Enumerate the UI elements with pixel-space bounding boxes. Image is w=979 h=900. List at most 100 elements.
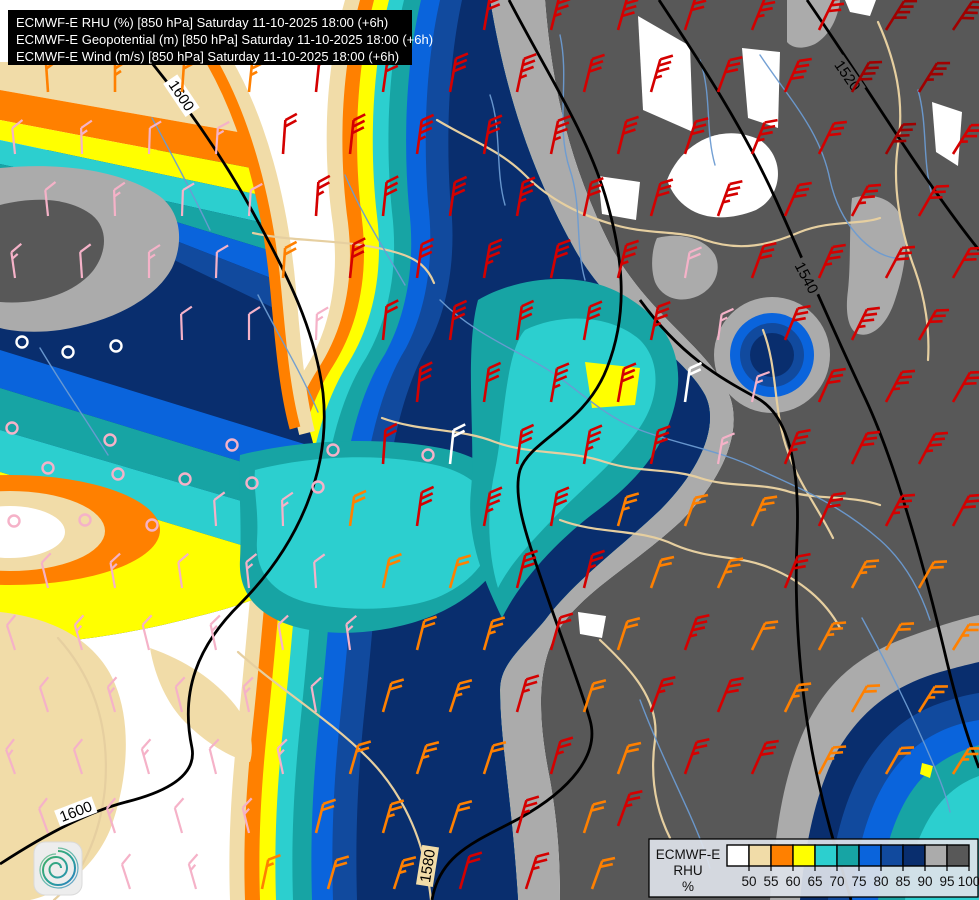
legend-tick-label: 95 bbox=[939, 874, 954, 889]
wind-barb bbox=[448, 423, 466, 465]
legend-swatch bbox=[902, 844, 926, 867]
wind-barb bbox=[582, 53, 606, 93]
wind-barb bbox=[415, 485, 435, 527]
wind-barb bbox=[140, 738, 152, 775]
core-yellow bbox=[585, 362, 640, 408]
wind-barb bbox=[314, 306, 329, 341]
wind-barb bbox=[616, 616, 641, 651]
coast-tan bbox=[150, 648, 252, 762]
wind-barb bbox=[884, 245, 916, 279]
calm-wind-circle bbox=[145, 518, 159, 532]
wind-barb bbox=[884, 122, 917, 155]
calm-wind-circle bbox=[61, 345, 75, 359]
wind-barb bbox=[515, 176, 536, 217]
dry-patch bbox=[598, 176, 640, 220]
wind-barb bbox=[276, 738, 288, 775]
svg-text:1580: 1580 bbox=[417, 848, 439, 884]
wind-barb bbox=[72, 738, 84, 775]
wind-barb bbox=[314, 174, 331, 217]
calm-wind-circle bbox=[109, 339, 123, 353]
legend-unit: % bbox=[682, 879, 694, 894]
calm-wind-circle bbox=[178, 472, 192, 486]
wind-barb bbox=[783, 428, 811, 465]
wind-barb bbox=[482, 740, 507, 775]
wind-barb bbox=[515, 423, 535, 465]
wind-barb bbox=[683, 361, 703, 403]
wind-barb bbox=[917, 308, 950, 341]
wind-barb bbox=[951, 123, 979, 155]
wind-barb bbox=[716, 307, 734, 341]
wind-barb bbox=[105, 797, 117, 834]
wind-barb bbox=[381, 799, 405, 834]
wind-barb bbox=[415, 113, 435, 155]
wind-barb bbox=[616, 789, 643, 827]
wind-barb bbox=[313, 553, 326, 589]
wind-barb bbox=[590, 856, 616, 890]
corner-yellow-spot bbox=[920, 763, 933, 778]
wind-barb bbox=[917, 560, 948, 589]
eye-navy bbox=[750, 333, 794, 377]
wind-barb bbox=[850, 559, 880, 589]
calm-wind-circle bbox=[7, 514, 21, 528]
dry-patch bbox=[742, 48, 780, 128]
wind-barb bbox=[649, 555, 675, 589]
wind-barb bbox=[549, 736, 574, 775]
wind-barb bbox=[112, 181, 126, 217]
logo-spiral-icon-outer bbox=[39, 847, 79, 889]
wind-barb bbox=[683, 0, 707, 31]
legend-ticks: 50 55 60 65 70 75 80 85 90 95 100 bbox=[741, 866, 979, 889]
wind-barb bbox=[38, 676, 50, 713]
wind-barb-layer bbox=[5, 0, 979, 890]
legend-swatch bbox=[792, 844, 816, 867]
wind-barb bbox=[147, 244, 161, 278]
legend-swatch bbox=[748, 844, 772, 867]
wind-barb bbox=[348, 237, 366, 279]
wind-barb bbox=[147, 120, 162, 155]
wind-barb bbox=[750, 620, 779, 651]
wind-barb bbox=[482, 361, 502, 403]
wind-barb bbox=[817, 621, 847, 651]
wind-barb bbox=[649, 54, 674, 93]
wind-barb bbox=[458, 851, 483, 890]
wind-barb bbox=[549, 238, 571, 279]
legend-swatch bbox=[770, 844, 794, 867]
wind-barb bbox=[582, 549, 606, 589]
wind-barb bbox=[817, 0, 848, 31]
wind-barb bbox=[783, 57, 812, 93]
wind-barb bbox=[917, 685, 948, 713]
legend-tick-label: 100 bbox=[958, 874, 979, 889]
wind-barb bbox=[951, 623, 979, 651]
wind-barb bbox=[79, 243, 92, 279]
wind-barb bbox=[683, 246, 702, 279]
wind-barb bbox=[850, 306, 881, 341]
wind-barb bbox=[549, 612, 574, 651]
bridge-cyan bbox=[254, 457, 495, 609]
legend-tick-label: 50 bbox=[741, 874, 756, 889]
wind-barb bbox=[649, 178, 674, 217]
wind-barb bbox=[783, 552, 811, 589]
wind-barb bbox=[616, 741, 642, 775]
wind-barb bbox=[415, 361, 433, 403]
wind-barb bbox=[392, 855, 417, 890]
wind-barb bbox=[482, 238, 503, 279]
wind-barb bbox=[951, 246, 979, 279]
wind-barb bbox=[448, 299, 468, 341]
wind-barb bbox=[951, 747, 979, 775]
legend-tick-label: 55 bbox=[763, 874, 778, 889]
title-line-rhu: ECMWF-E RHU (%) [850 hPa] Saturday 11-10… bbox=[16, 15, 388, 30]
wind-barb bbox=[850, 183, 882, 217]
wind-barb bbox=[549, 114, 571, 155]
wind-barb bbox=[281, 240, 298, 279]
wind-barb bbox=[515, 549, 539, 589]
wind-barb bbox=[381, 678, 405, 713]
wind-barb bbox=[750, 0, 776, 31]
calm-wind-circle bbox=[421, 448, 435, 462]
wind-barb bbox=[750, 739, 779, 775]
wind-barb bbox=[683, 493, 709, 527]
rhu-fill-90-95 bbox=[490, 0, 734, 900]
wind-barb bbox=[649, 675, 676, 713]
legend-param: RHU bbox=[673, 863, 702, 878]
